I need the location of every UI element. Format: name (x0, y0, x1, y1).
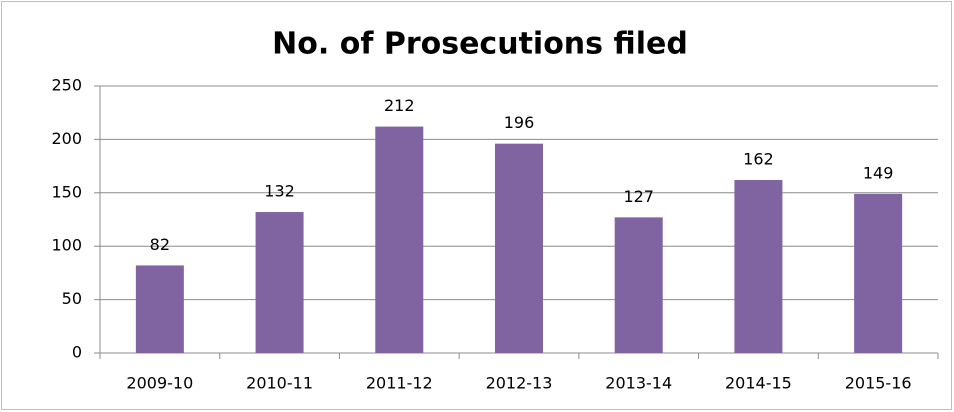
bar (375, 126, 424, 353)
bar (495, 143, 543, 353)
data-label: 82 (150, 235, 170, 254)
y-tick-label: 100 (51, 236, 82, 255)
x-tick-label: 2015-16 (845, 374, 912, 393)
data-label: 212 (384, 96, 415, 115)
x-tick-label: 2010-11 (246, 374, 313, 393)
x-tick-label: 2012-13 (486, 374, 553, 393)
x-tick-label: 2009-10 (126, 374, 193, 393)
bar (255, 212, 304, 353)
y-tick-label: 150 (51, 182, 82, 201)
x-tick-label: 2013-14 (605, 374, 672, 393)
data-label: 132 (264, 182, 295, 201)
chart-title: No. of Prosecutions filed (272, 27, 688, 62)
y-tick-label: 250 (51, 76, 82, 95)
data-label: 162 (743, 149, 774, 168)
bar (734, 179, 783, 353)
bar (614, 217, 663, 353)
data-label: 127 (623, 187, 654, 206)
data-label: 149 (863, 163, 894, 182)
y-tick-label: 200 (51, 129, 82, 148)
bar (135, 265, 184, 353)
y-tick-label: 0 (72, 343, 82, 362)
bar (854, 193, 903, 353)
y-tick-label: 50 (62, 289, 82, 308)
data-label: 196 (504, 113, 535, 132)
x-tick-label: 2011-12 (366, 374, 433, 393)
x-tick-label: 2014-15 (725, 374, 792, 393)
